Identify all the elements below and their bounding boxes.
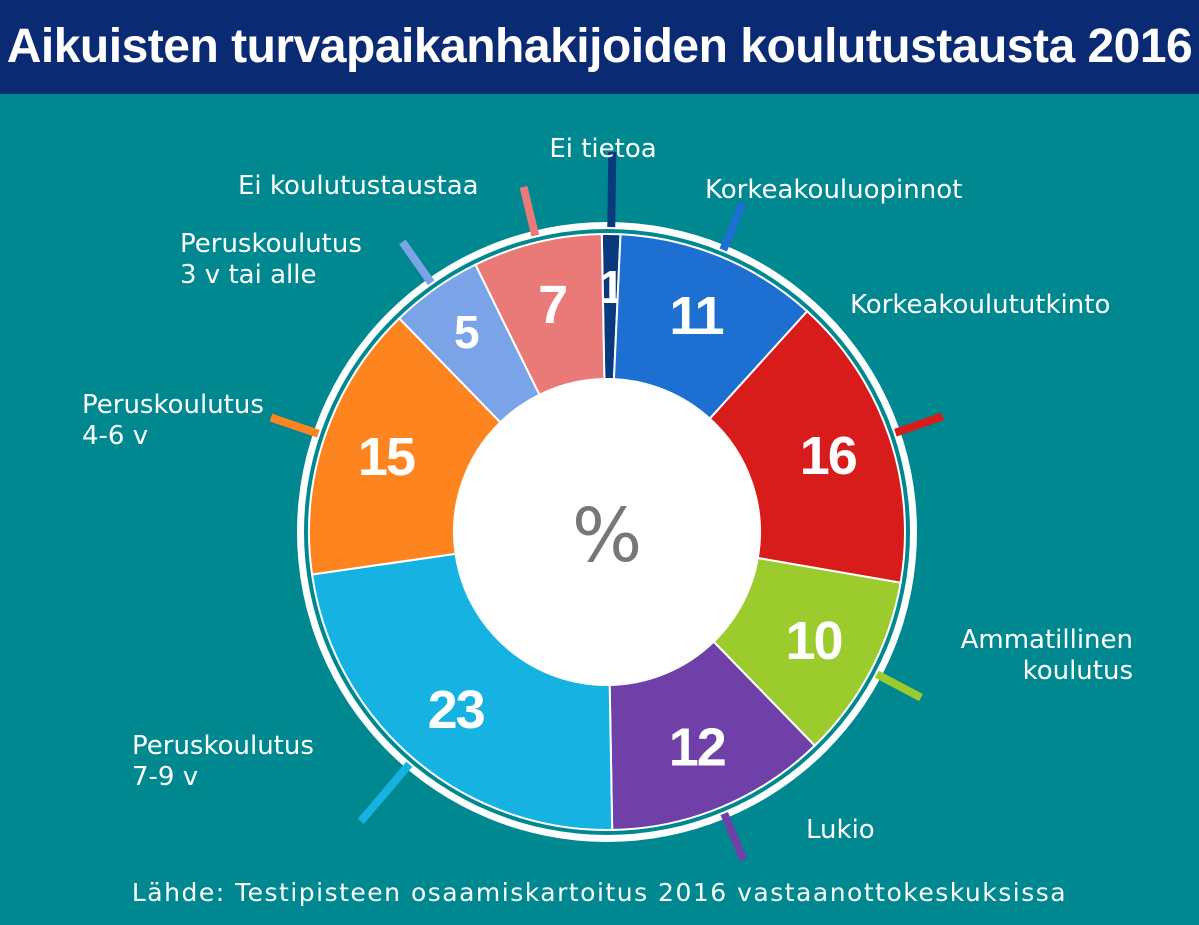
category-label-5-line-1: 7-9 v bbox=[132, 762, 198, 792]
value-label-8: 7 bbox=[538, 275, 566, 335]
leader-tick-8 bbox=[519, 186, 540, 237]
leader-tick-7 bbox=[399, 239, 435, 286]
category-label-1: Korkeakouluopinnot bbox=[705, 175, 962, 205]
category-label-4: Lukio bbox=[806, 815, 875, 845]
title-bar bbox=[0, 0, 1199, 94]
leader-tick-2 bbox=[894, 412, 944, 437]
category-label-7-line-1: 3 v tai alle bbox=[180, 260, 316, 290]
leader-tick-6 bbox=[269, 413, 320, 438]
category-label-2: Korkeakoulututkinto bbox=[850, 290, 1110, 320]
value-label-6: 15 bbox=[358, 427, 415, 487]
value-label-5: 23 bbox=[428, 680, 485, 740]
category-label-6-line-0: Peruskoulutus bbox=[82, 390, 264, 420]
category-label-0: Ei tietoa bbox=[549, 134, 656, 164]
leader-tick-4 bbox=[720, 812, 748, 862]
value-label-7: 5 bbox=[454, 306, 479, 358]
value-label-2: 16 bbox=[800, 426, 857, 486]
category-label-3-line-0: Ammatillinen bbox=[961, 625, 1133, 655]
donut-center bbox=[454, 379, 760, 685]
leader-tick-0 bbox=[607, 151, 617, 228]
value-label-3: 10 bbox=[786, 611, 842, 671]
category-label-5-line-0: Peruskoulutus bbox=[132, 731, 314, 761]
category-label-7-line-0: Peruskoulutus bbox=[180, 229, 362, 259]
leader-tick-5 bbox=[357, 761, 413, 824]
leader-tick-1 bbox=[719, 202, 746, 252]
category-label-6-line-1: 4-6 v bbox=[82, 421, 148, 451]
value-label-1: 11 bbox=[669, 286, 723, 346]
category-label-3-line-1: koulutus bbox=[1023, 656, 1133, 686]
value-label-4: 12 bbox=[669, 718, 725, 778]
leader-tick-3 bbox=[874, 670, 923, 702]
source-note: Lähde: Testipisteen osaamiskartoitus 201… bbox=[131, 878, 1068, 907]
center-label: % bbox=[572, 493, 642, 579]
category-label-8: Ei koulutustaustaa bbox=[238, 171, 479, 201]
chart-title: Aikuisten turvapaikanhakijoiden koulutus… bbox=[6, 20, 1193, 73]
